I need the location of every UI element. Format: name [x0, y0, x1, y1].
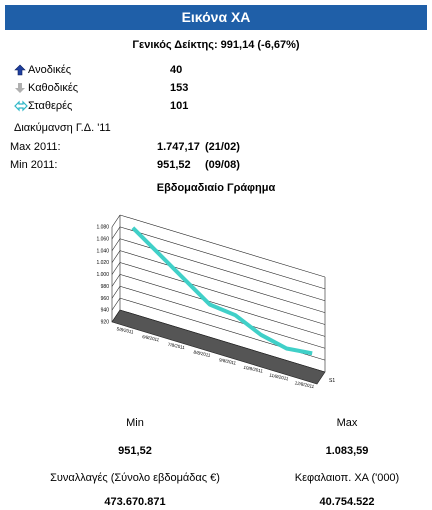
index-label: Γενικός Δείκτης: 991,14 (-6,67%): [132, 39, 300, 51]
breadth-value: 101: [170, 100, 189, 112]
y-tick-label: 1.000: [96, 272, 109, 278]
breadth-label: Ανοδικές: [28, 64, 72, 76]
x-tick-label: 5/8/2011: [116, 326, 134, 335]
y-tick-label: 1.040: [96, 248, 109, 254]
side-grid-line: [111, 250, 121, 263]
x-tick-label: 9/8/2011: [219, 357, 237, 366]
y-tick-label: 1.020: [96, 260, 109, 266]
breadth-value: 40: [170, 64, 183, 76]
legend-label: S1: [329, 378, 335, 384]
range-value: 951,52: [157, 159, 191, 171]
range-date: (09/08): [205, 159, 240, 171]
range-date: (21/02): [205, 141, 240, 153]
chart-title: Εβδομαδιαίο Γράφημα: [156, 182, 276, 194]
breadth-value: 153: [170, 82, 189, 94]
grid-line: [119, 262, 326, 325]
breadth-label: Καθοδικές: [28, 82, 79, 94]
summary-value: 951,52: [118, 445, 152, 457]
x-tick-label: 12/8/2011: [294, 380, 315, 389]
flat-icon: [14, 100, 28, 112]
series-line: [131, 226, 313, 356]
grid-line: [119, 250, 326, 313]
summary-value: 40.754.522: [319, 496, 375, 508]
y-tick-label: 920: [101, 320, 110, 326]
summary-value: 1.083,59: [325, 445, 369, 457]
range-label: Max 2011:: [10, 141, 61, 153]
side-grid-line: [111, 297, 121, 311]
summary-label: Max: [336, 417, 358, 429]
side-grid-line: [111, 226, 121, 240]
side-grid-line: [111, 238, 121, 251]
breadth-label: Σταθερές: [28, 100, 73, 112]
side-grid-line: [111, 262, 121, 275]
y-tick-label: 1.080: [96, 225, 109, 231]
down-icon: [15, 83, 25, 93]
x-tick-label: 10/8/2011: [243, 365, 264, 374]
summary-label: Min: [126, 417, 144, 429]
chart: 920 940 960 980 1.000 1.020 1.040 1.060 1.080 5/8…: [96, 214, 335, 389]
floor: [111, 309, 326, 385]
x-tick-label: 6/8/2011: [142, 334, 160, 343]
range-value: 1.747,17: [157, 141, 200, 153]
y-tick-label: 1.060: [96, 236, 109, 242]
up-icon: [14, 64, 26, 76]
grid-line: [119, 309, 326, 373]
range-label: Min 2011:: [10, 159, 58, 171]
grid-line: [119, 214, 326, 278]
grid-line: [119, 274, 326, 337]
x-tick-label: 7/8/2011: [167, 342, 185, 351]
range-title: Διακύμανση Γ.Δ. '11: [14, 122, 111, 134]
side-grid-line: [111, 286, 121, 299]
side-grid-line: [111, 274, 121, 287]
x-tick-label: 11/8/2011: [269, 372, 289, 381]
summary-label: Συναλλαγές (Σύνολο εβδομάδας €): [50, 472, 220, 484]
breadth-icons: [14, 64, 28, 112]
side-grid-line: [111, 214, 121, 228]
summary-value: 473.670.871: [104, 496, 166, 508]
grid-line: [119, 285, 326, 349]
x-tick-label: 8/8/2011: [193, 349, 211, 358]
y-tick-label: 960: [101, 296, 110, 302]
grid-line: [119, 226, 326, 290]
y-tick-label: 980: [101, 284, 110, 290]
side-grid-line: [111, 309, 121, 323]
y-tick-label: 940: [101, 308, 110, 314]
header-title: Εικόνα ΧΑ: [5, 5, 427, 30]
summary-label: Κεφαλαιοπ. ΧΑ ('000): [294, 472, 400, 484]
